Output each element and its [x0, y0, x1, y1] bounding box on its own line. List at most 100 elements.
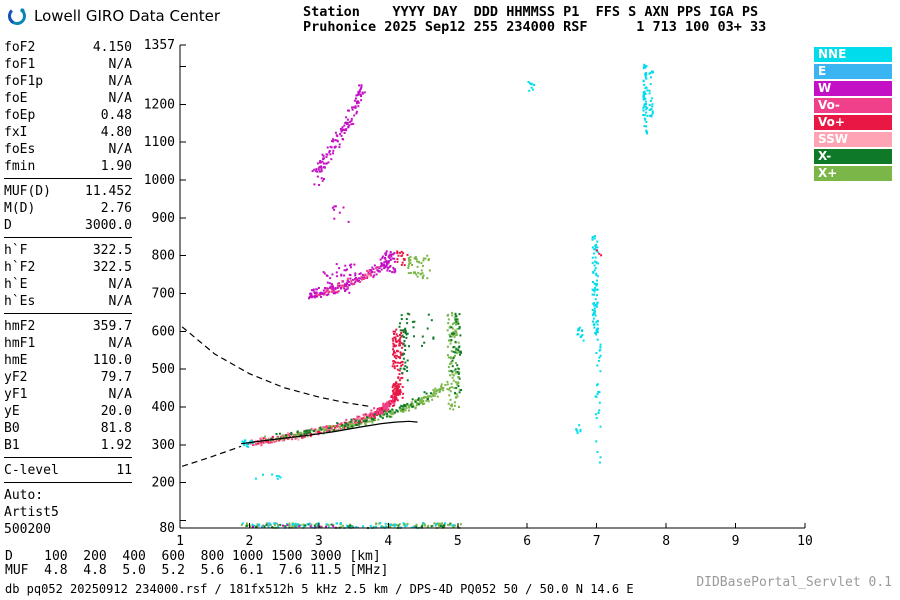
param-label: yE — [4, 404, 20, 419]
param-label: MUF(D) — [4, 184, 51, 199]
series-rfi-7.7 — [642, 63, 649, 135]
y-tick-label: 700 — [152, 286, 175, 301]
legend-item-ssw: SSW — [814, 132, 892, 147]
autoscaler-info-line: Artist5 — [4, 505, 59, 520]
param-value: 79.7 — [100, 370, 132, 385]
param-label: C-level — [4, 463, 59, 478]
station-header-line2: Pruhonice 2025 Sep12 255 234000 RSF 1 71… — [303, 19, 767, 35]
measurement-info: db pq052 20250912 234000.rsf / 181fx512h… — [5, 582, 634, 596]
parameter-panel: foF2 4.150 foF1 N/A foF1p N/A foE N/A foEp 0.48 fx… — [4, 39, 132, 538]
series-dots-215 — [254, 473, 282, 480]
param-value: 0.48 — [100, 108, 132, 123]
x-tick-label: 1 — [176, 534, 184, 549]
series-rfi-6.75-mid — [576, 326, 585, 342]
series-spread-dark-between-cusps — [411, 313, 435, 347]
x-tick-label: 9 — [732, 534, 740, 549]
param-label: hmF2 — [4, 319, 36, 334]
param-value: 3000.0 — [85, 218, 132, 233]
x-tick-label: 7 — [593, 534, 601, 549]
param-row-hf: h`F 322.5 — [4, 242, 132, 259]
y-tick-label: 1100 — [144, 135, 175, 150]
legend-item-vo: Vo+ — [814, 115, 892, 130]
param-label: h`F2 — [4, 260, 36, 275]
x-tick-label: 10 — [797, 534, 813, 549]
series-rfi-7.0-lower — [594, 338, 602, 464]
param-value: N/A — [108, 387, 132, 402]
param-row-b0: B0 81.8 — [4, 420, 132, 437]
param-row-fxi: fxI 4.80 — [4, 124, 132, 141]
param-value: 20.0 — [100, 404, 132, 419]
series-hop2-o-red — [396, 250, 409, 267]
param-value: 4.150 — [92, 40, 132, 55]
panel-divider — [4, 237, 132, 238]
y-tick-label: 900 — [152, 211, 175, 226]
param-value: 322.5 — [92, 260, 132, 275]
autoscaler-info-line: Auto: — [4, 488, 44, 503]
series-f-trace-x-dark — [270, 391, 432, 441]
x-tick-label: 5 — [454, 534, 462, 549]
param-value: 322.5 — [92, 243, 132, 258]
y-tick-label: 400 — [152, 400, 175, 415]
param-value: 359.7 — [92, 319, 132, 334]
param-value: N/A — [108, 142, 132, 157]
param-value: N/A — [108, 277, 132, 292]
series-hop3-tail — [331, 205, 350, 223]
series-hop2-spread — [322, 263, 357, 295]
param-row-fmin: fmin 1.90 — [4, 158, 132, 175]
x-tick-label: 3 — [315, 534, 323, 549]
station-header: Station YYYY DAY DDD HHMMSS P1 FFS S AXN… — [303, 5, 766, 35]
series-hop3-w-low — [311, 166, 325, 186]
param-row-d: D 3000.0 — [4, 217, 132, 234]
series-hop2-x-green — [407, 254, 431, 280]
param-row-hes: h`Es N/A — [4, 293, 132, 310]
y-tick-label: 300 — [152, 438, 175, 453]
y-tick-labels: 1357 1200 1100 1000 900 800 700 600 500 400 300 200… — [144, 38, 186, 536]
series-hop2-cusp — [384, 250, 397, 274]
legend-item-nne: NNE — [814, 47, 892, 62]
param-value: N/A — [108, 294, 132, 309]
series-rfi-6.75-low — [575, 424, 582, 435]
param-row-foep: foEp 0.48 — [4, 107, 132, 124]
param-row-he: h`E N/A — [4, 276, 132, 293]
y-tick-label: 1200 — [144, 97, 175, 112]
param-label: B0 — [4, 421, 20, 436]
param-label: hmE — [4, 353, 28, 368]
param-value: 1.90 — [100, 159, 132, 174]
series-hop3-w — [316, 84, 366, 173]
param-label: foF1p — [4, 74, 44, 89]
param-value: 11.452 — [85, 184, 132, 199]
param-row-hmf1: hmF1 N/A — [4, 335, 132, 352]
x-tick-label: 4 — [384, 534, 392, 549]
panel-divider — [4, 178, 132, 179]
param-value: 11 — [116, 463, 132, 478]
muf-row: MUF 4.8 4.8 5.0 5.2 5.6 6.1 7.6 11.5 [MH… — [5, 563, 389, 578]
panel-divider — [4, 482, 132, 483]
param-row-fof2: foF2 4.150 — [4, 39, 132, 56]
curve-profile-solid — [241, 420, 418, 445]
y-tick-label: 200 — [152, 476, 175, 491]
panel-divider — [4, 457, 132, 458]
param-value: 110.0 — [92, 353, 132, 368]
param-value: N/A — [108, 336, 132, 351]
legend-item-x: X+ — [814, 166, 892, 181]
y-tick-label: 1000 — [144, 173, 175, 188]
param-label: hmF1 — [4, 336, 36, 351]
series-rfi-6.05 — [527, 81, 536, 92]
param-value: 1.92 — [100, 438, 132, 453]
param-row-clevel: C-level 11 — [4, 462, 132, 479]
y-tick-label: 600 — [152, 324, 175, 339]
series-start-cluster-cyan — [241, 439, 254, 448]
x-tick-label: 2 — [246, 534, 254, 549]
param-row-ye: yE 20.0 — [4, 403, 132, 420]
param-label: fxI — [4, 125, 28, 140]
echo-direction-legend: NNE E W Vo- Vo+ SSW X- X+ — [814, 47, 892, 183]
param-value: 4.80 — [100, 125, 132, 140]
param-row-md: M(D) 2.76 — [4, 200, 132, 217]
legend-item-e: E — [814, 64, 892, 79]
param-label: yF1 — [4, 387, 28, 402]
series-rfi-7.0-upper — [591, 235, 599, 336]
autoscaler-info-line: 500200 — [4, 522, 51, 537]
param-label: B1 — [4, 438, 20, 453]
